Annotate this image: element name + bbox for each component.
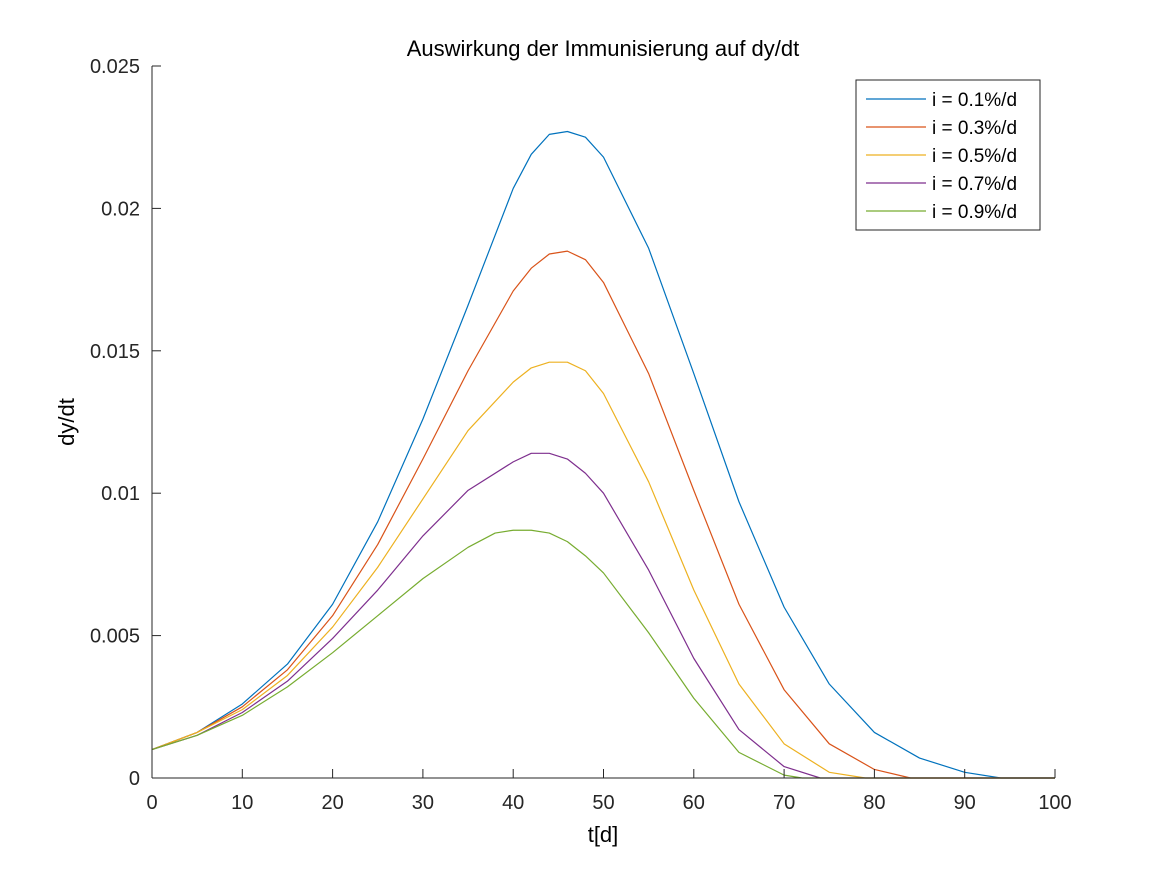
legend-label-0: i = 0.1%/d <box>932 90 1017 111</box>
x-tick-label: 50 <box>592 792 614 814</box>
y-axis-label: dy/dt <box>54 398 79 446</box>
x-tick-label: 20 <box>321 792 343 814</box>
legend: i = 0.1%/d i = 0.3%/d i = 0.5%/d i = 0.7%/d… <box>855 79 1041 231</box>
legend-label-3: i = 0.7%/d <box>932 174 1017 195</box>
x-tick-label: 0 <box>146 792 157 814</box>
x-tick-label: 80 <box>863 792 885 814</box>
legend-label-1: i = 0.3%/d <box>932 118 1017 139</box>
y-tick-label: 0.025 <box>90 56 140 78</box>
x-tick-label: 30 <box>412 792 434 814</box>
chart-title: Auswirkung der Immunisierung auf dy/dt <box>407 36 800 61</box>
series-line-1 <box>151 250 1055 779</box>
series-line-0 <box>151 130 1055 779</box>
y-tick-label: 0.015 <box>90 341 140 363</box>
x-tick-label: 70 <box>773 792 795 814</box>
y-tick-label: 0.02 <box>101 198 140 220</box>
x-tick-label: 10 <box>231 792 253 814</box>
y-axis: 0 0.005 0.01 0.015 0.02 0.025 <box>90 56 161 790</box>
series-line-4 <box>151 529 1055 779</box>
legend-label-2: i = 0.5%/d <box>932 146 1017 167</box>
series-line-2 <box>151 361 1055 779</box>
x-axis-label: t[d] <box>588 822 619 847</box>
series-line-3 <box>151 452 1055 779</box>
y-tick-label: 0.005 <box>90 626 140 648</box>
y-tick-label: 0 <box>129 768 140 790</box>
x-tick-label: 90 <box>954 792 976 814</box>
y-tick-label: 0.01 <box>101 483 140 505</box>
legend-label-4: i = 0.9%/d <box>932 202 1017 223</box>
x-tick-label: 40 <box>502 792 524 814</box>
series-layer <box>151 130 1055 779</box>
x-tick-label: 60 <box>683 792 705 814</box>
x-tick-label: 100 <box>1038 792 1071 814</box>
